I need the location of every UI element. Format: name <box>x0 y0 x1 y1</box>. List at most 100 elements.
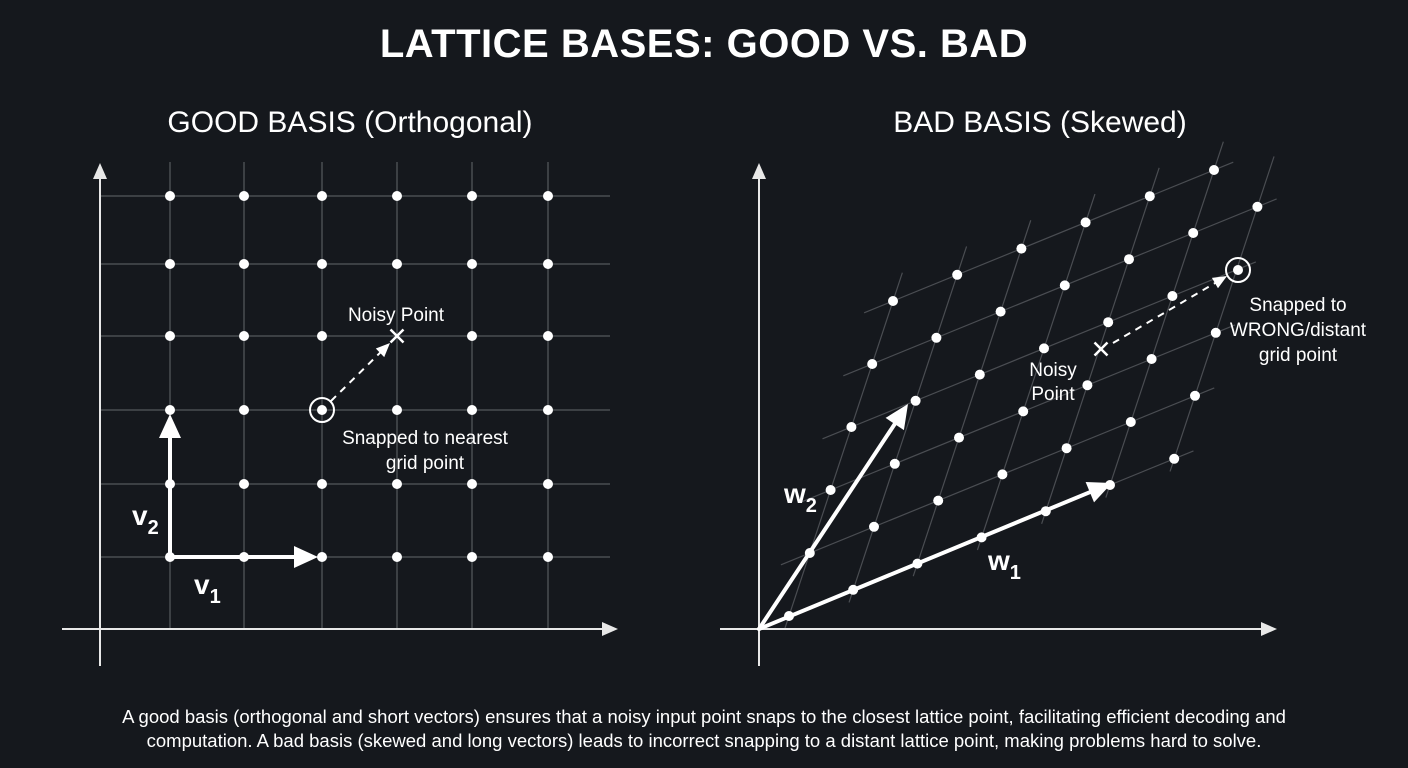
lattice-point <box>1039 343 1049 354</box>
lattice-point <box>1190 390 1200 401</box>
bad-basis-panel: w1 w2 Noisy Point Snapped to WRONG/distant gri… <box>720 141 1367 666</box>
noisy-point-label: Noisy Point <box>348 305 445 326</box>
lattice-point <box>867 359 878 369</box>
vector-w2-label: w2 <box>783 478 817 517</box>
lattice-point <box>317 479 327 489</box>
lattice-point <box>543 259 553 269</box>
lattice-point <box>889 458 900 469</box>
snapped-point-ring-icon <box>1225 257 1251 283</box>
dashed-arrowhead-icon <box>375 343 390 358</box>
lattice-point <box>239 405 249 415</box>
lattice-point <box>467 331 477 341</box>
caption-line-2: computation. A bad basis (skewed and lon… <box>146 730 1262 751</box>
lattice-point <box>931 332 942 343</box>
lattice-point <box>317 552 327 562</box>
lattice-point <box>317 259 327 269</box>
lattice-line-row <box>843 198 1277 377</box>
lattice-point <box>1061 443 1072 454</box>
lattice-point <box>997 469 1008 480</box>
lattice-point <box>239 331 249 341</box>
lattice-point <box>1169 453 1180 464</box>
lattice-point <box>239 191 249 201</box>
lattice-point <box>467 259 477 269</box>
lattice-point <box>392 191 402 201</box>
lattice-point <box>1082 380 1093 391</box>
lattice-point <box>543 331 553 341</box>
lattice-point <box>1103 317 1114 328</box>
lattice-line-row <box>801 324 1236 503</box>
lattice-point <box>1016 243 1027 254</box>
lattice-line-column <box>976 193 1096 551</box>
lattice-point <box>239 479 249 489</box>
lattice-point <box>239 259 249 269</box>
vector-w1-arrowhead-icon <box>1085 482 1112 503</box>
lattice-line-column <box>784 272 903 629</box>
lattice-point <box>165 405 175 415</box>
lattice-point <box>954 432 964 443</box>
lattice-point <box>317 331 327 341</box>
lattice-point <box>467 191 477 201</box>
lattice-point <box>910 395 921 406</box>
lattice-point <box>1209 165 1219 175</box>
lattice-point <box>846 422 857 432</box>
lattice-line-row <box>863 161 1234 314</box>
lattice-point <box>1144 191 1155 202</box>
lattice-point <box>1146 354 1157 364</box>
bad-basis-title: BAD BASIS (Skewed) <box>893 106 1187 139</box>
snapped-point-label: Snapped to nearest grid point <box>342 428 509 474</box>
page-title: LATTICE BASES: GOOD VS. BAD <box>379 22 1029 66</box>
snap-dashed-arrow <box>1112 280 1219 344</box>
lattice-point <box>1252 201 1263 212</box>
lattice-point <box>392 552 402 562</box>
lattice-point <box>1124 254 1134 265</box>
lattice-point <box>995 306 1006 317</box>
vector-w1-label: w1 <box>987 545 1021 584</box>
lattice-point <box>467 552 477 562</box>
dashed-arrowhead-icon <box>1211 276 1227 289</box>
lattice-point <box>1080 217 1091 228</box>
y-axis-arrow-icon <box>752 163 766 179</box>
lattice-point <box>543 191 553 201</box>
noisy-point-x-icon <box>1093 341 1109 357</box>
lattice-line-column <box>848 246 968 603</box>
lattice-point <box>933 495 944 506</box>
lattice-point <box>543 405 553 415</box>
lattice-point <box>392 259 402 269</box>
lattice-point <box>1167 291 1178 301</box>
y-axis-arrow-icon <box>93 163 107 179</box>
lattice-point <box>165 191 175 201</box>
noisy-point-x-icon <box>389 328 405 344</box>
snapped-point-dot <box>317 405 327 415</box>
lattice-point <box>1125 417 1136 427</box>
vector-v2-arrowhead-icon <box>159 414 181 438</box>
lattice-point <box>467 405 477 415</box>
lattice-point <box>869 521 879 532</box>
snap-dashed-arrow <box>330 349 384 402</box>
lattice-point <box>543 552 553 562</box>
lattice-line-row <box>822 261 1257 440</box>
snapped-point-dot <box>1233 265 1243 275</box>
lattice-line-column <box>912 220 1032 577</box>
lattice-point <box>392 479 402 489</box>
lattice-point <box>543 479 553 489</box>
good-basis-panel: v1 v2 Noisy Point Snapped to nearest grid po… <box>62 162 618 666</box>
snapped-point-label: Snapped to WRONG/distant grid point <box>1230 295 1367 366</box>
caption: A good basis (orthogonal and short vecto… <box>20 705 1388 753</box>
lattice-point <box>1018 406 1029 417</box>
lattice-point <box>825 485 836 495</box>
vector-w1 <box>757 490 1092 631</box>
noisy-point-label: Noisy Point <box>1029 360 1077 405</box>
vector-v1-label: v1 <box>194 569 221 608</box>
vector-w2-arrowhead-icon <box>885 404 908 431</box>
lattice-point <box>952 269 963 280</box>
lattice-line-column <box>1105 141 1224 498</box>
lattice-point <box>1210 327 1221 338</box>
x-axis-arrow-icon <box>602 622 618 636</box>
lattice-point <box>165 259 175 269</box>
lattice-point <box>317 191 327 201</box>
lattice-point <box>392 405 402 415</box>
vector-w2 <box>757 422 897 631</box>
snapped-point-ring-icon <box>309 397 335 423</box>
lattice-point <box>974 369 985 380</box>
